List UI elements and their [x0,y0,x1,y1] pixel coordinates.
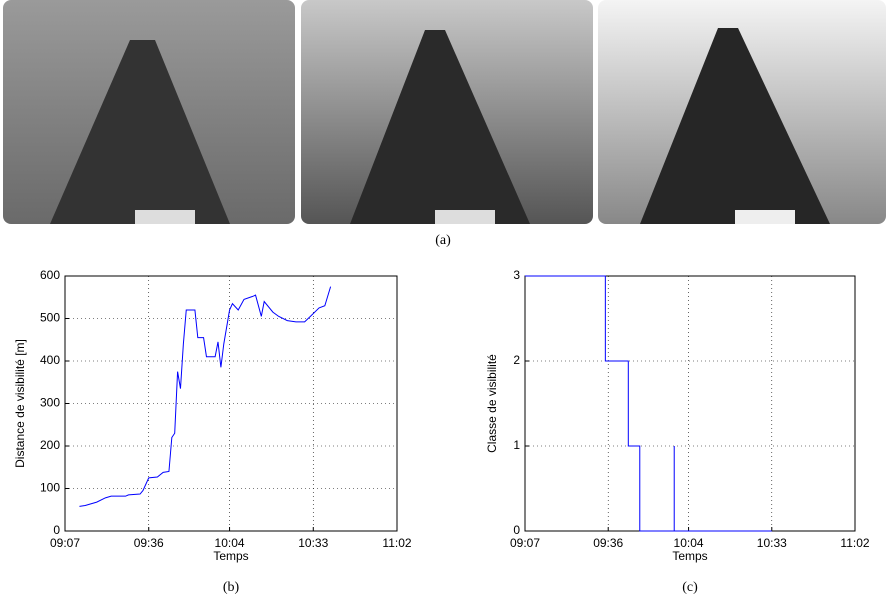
y-tick-label: 600 [40,268,60,282]
y-tick-label: 0 [513,523,520,537]
figure: (a) 010020030040050060009:0709:3610:0410… [0,0,887,599]
y-tick-label: 1 [513,438,520,452]
x-axis-label: Temps [672,549,707,563]
y-tick-label: 0 [53,523,60,537]
y-tick-label: 200 [40,438,60,452]
caption: (a) [435,233,451,248]
x-tick-label: 11:02 [840,536,869,550]
x-tick-label: 09:07 [50,536,80,550]
x-tick-label: 09:07 [510,536,540,550]
photo-fog-dense [3,0,295,224]
x-tick-label: 09:36 [593,536,623,550]
y-tick-label: 3 [513,268,520,282]
y-tick-label: 300 [40,396,60,410]
y-axis-label: Classe de visibilité [485,354,499,453]
y-axis-label: Distance de visibilité [m] [13,339,27,468]
page: (a) 010020030040050060009:0709:3610:0410… [0,0,887,599]
plot-area [65,276,397,531]
photo-fog-light [301,0,593,224]
y-tick-label: 400 [40,353,60,367]
y-tick-label: 500 [40,311,60,325]
x-tick-label: 09:36 [134,536,164,550]
y-tick-label: 100 [40,481,60,495]
photo-clear [598,0,886,224]
x-tick-label: 10:33 [298,536,328,550]
caption: (b) [223,580,240,595]
x-tick-label: 10:04 [215,536,245,550]
plot-area [525,276,855,531]
x-axis-label: Temps [213,549,248,563]
x-tick-label: 10:33 [757,536,787,550]
y-tick-label: 2 [513,353,520,367]
caption: (c) [682,580,698,595]
x-tick-label: 10:04 [674,536,704,550]
x-tick-label: 11:02 [382,536,411,550]
